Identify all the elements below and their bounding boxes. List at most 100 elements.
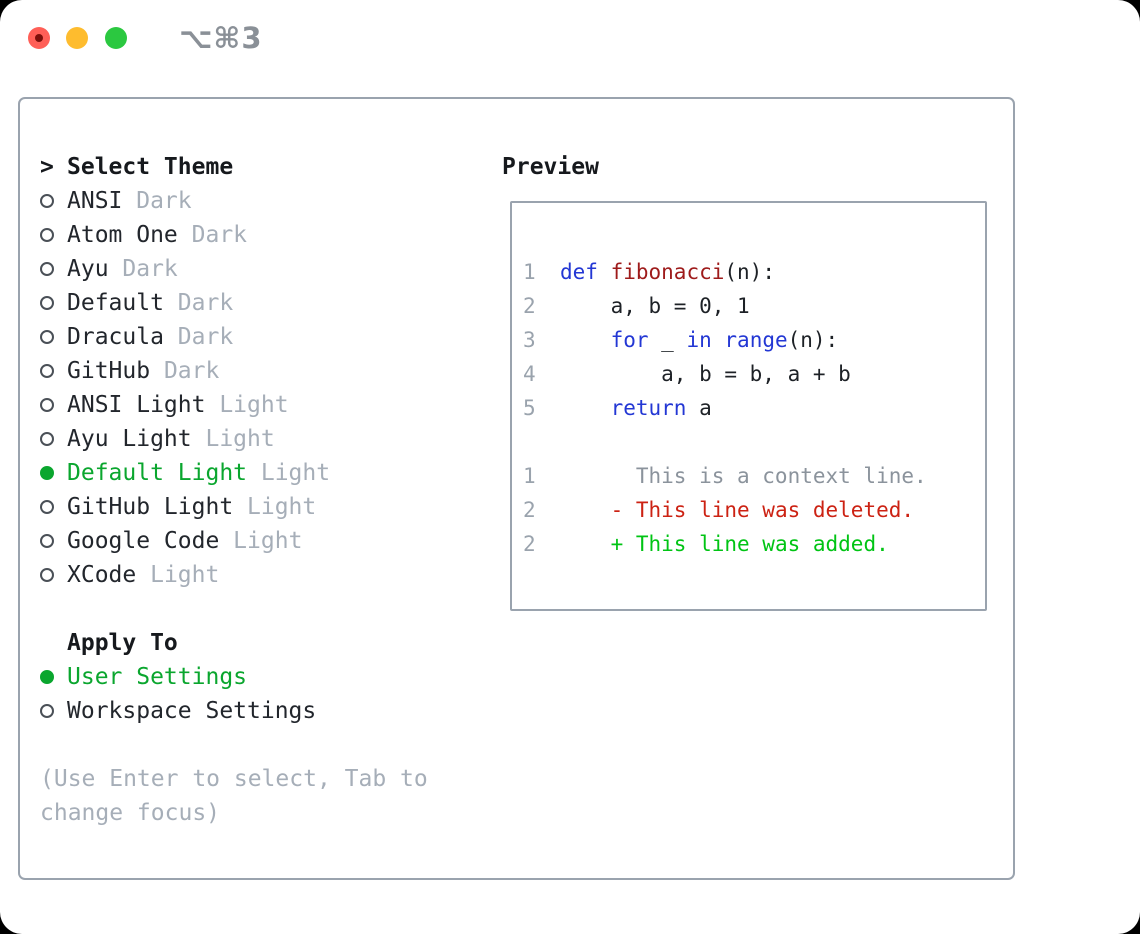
spacer [40, 592, 490, 626]
line-number: 1 [523, 464, 536, 488]
apply-option-label: Workspace Settings [67, 698, 317, 724]
code-segment-keyword: in [686, 328, 712, 352]
code-segment-plain: (n): [787, 328, 839, 352]
code-line: 5 return a [523, 391, 985, 425]
theme-option-ayu[interactable]: Ayu Dark [40, 252, 490, 286]
radio-icon [40, 364, 54, 378]
code-segment-plain [560, 396, 611, 420]
radio-icon [40, 432, 54, 446]
keyboard-hint: (Use Enter to select, Tab to change focus… [40, 762, 490, 830]
theme-variant: Dark [150, 358, 220, 384]
theme-variant: Light [247, 460, 331, 486]
close-dot-icon [35, 34, 43, 42]
theme-option-atom-one[interactable]: Atom One Dark [40, 218, 490, 252]
radio-icon [40, 262, 54, 276]
apply-to-list: User Settings Workspace Settings [40, 660, 490, 728]
apply-option-label: User Settings [67, 664, 248, 690]
theme-name: XCode [67, 562, 137, 588]
code-segment-plain: a, b = b, a + b [560, 362, 851, 386]
line-number: 4 [523, 362, 536, 386]
minimize-button[interactable] [66, 27, 88, 49]
zoom-button[interactable] [105, 27, 127, 49]
theme-option-ansi[interactable]: ANSI Dark [40, 184, 490, 218]
radio-icon [40, 296, 54, 310]
theme-list-column: > Select Theme ANSI Dark Atom One Dark Ayu… [40, 150, 490, 830]
apply-option-workspace-settings[interactable]: Workspace Settings [40, 694, 490, 728]
apply-option-user-settings[interactable]: User Settings [40, 660, 490, 694]
theme-selector-panel: > Select Theme ANSI Dark Atom One Dark Ayu… [18, 97, 1015, 880]
code-segment-plain [560, 328, 611, 352]
theme-option-dracula[interactable]: Dracula Dark [40, 320, 490, 354]
select-theme-heading-label: Select Theme [67, 154, 234, 180]
theme-name: Ayu Light [67, 426, 192, 452]
code-line: 3 for _ in range(n): [523, 323, 985, 357]
code-segment-plain: (n): [724, 260, 775, 284]
line-number: 5 [523, 396, 536, 420]
theme-option-ayu-light[interactable]: Ayu Light Light [40, 422, 490, 456]
theme-variant: Dark [177, 222, 248, 248]
code-segment-plain: _ [648, 328, 687, 352]
radio-icon [40, 330, 54, 344]
window-shortcut-label: ⌥⌘3 [179, 21, 263, 55]
theme-name: ANSI Light [67, 392, 206, 418]
code-line: 1 This is a context line. [523, 459, 985, 493]
titlebar: ⌥⌘3 [0, 0, 1140, 76]
theme-option-github[interactable]: GitHub Dark [40, 354, 490, 388]
theme-option-xcode[interactable]: XCode Light [40, 558, 490, 592]
code-line: 1 def fibonacci(n): [523, 255, 985, 289]
hint-line: change focus) [40, 800, 221, 826]
code-segment-function: fibonacci [610, 260, 725, 284]
code-line: 4 a, b = b, a + b [523, 357, 985, 391]
code-segment-added: + This line was added. [610, 532, 889, 556]
code-segment-plain [598, 260, 611, 284]
line-number: 2 [523, 498, 536, 522]
code-line: 2 + This line was added. [523, 527, 985, 561]
line-number: 2 [523, 532, 536, 556]
theme-variant: Light [219, 528, 303, 554]
radio-icon [40, 466, 54, 480]
theme-option-ansi-light[interactable]: ANSI Light Light [40, 388, 490, 422]
code-segment-plain [560, 532, 611, 556]
theme-variant: Dark [122, 188, 192, 214]
theme-variant: Light [233, 494, 317, 520]
code-segment-context: This is a context line. [560, 464, 927, 488]
radio-icon [40, 568, 54, 582]
theme-option-google-code[interactable]: Google Code Light [40, 524, 490, 558]
theme-name: Ayu [67, 256, 109, 282]
theme-variant: Dark [163, 290, 234, 316]
code-segment-keyword: return [610, 396, 687, 420]
code-segment-plain: a [686, 396, 712, 420]
theme-variant: Dark [163, 324, 234, 350]
code-line: 2 - This line was deleted. [523, 493, 985, 527]
code-segment-deleted: - This line was deleted. [610, 498, 915, 522]
theme-name: Atom One [67, 222, 178, 248]
radio-icon [40, 194, 54, 208]
theme-variant: Dark [108, 256, 178, 282]
code-line: 2 a, b = 0, 1 [523, 289, 985, 323]
code-segment-plain [712, 328, 725, 352]
code-segment-plain [560, 498, 611, 522]
theme-variant: Light [191, 426, 275, 452]
close-button[interactable] [28, 27, 50, 49]
code-segment-keyword: def [560, 260, 598, 284]
code-line [523, 425, 985, 459]
radio-icon [40, 534, 54, 548]
code-segment-keyword: range [724, 328, 788, 352]
theme-name: ANSI [67, 188, 123, 214]
theme-name: GitHub Light [67, 494, 234, 520]
apply-to-heading: Apply To [40, 626, 490, 660]
theme-name: Default [67, 290, 164, 316]
theme-option-default-light[interactable]: Default Light Light [40, 456, 490, 490]
theme-name: Default Light [67, 460, 248, 486]
theme-option-github-light[interactable]: GitHub Light Light [40, 490, 490, 524]
code-segment-keyword: for [610, 328, 649, 352]
radio-icon [40, 500, 54, 514]
radio-icon [40, 228, 54, 242]
theme-variant: Light [205, 392, 289, 418]
spacer [40, 728, 490, 762]
theme-name: Google Code [67, 528, 220, 554]
theme-option-default[interactable]: Default Dark [40, 286, 490, 320]
hint-line: (Use Enter to select, Tab to [40, 766, 428, 792]
